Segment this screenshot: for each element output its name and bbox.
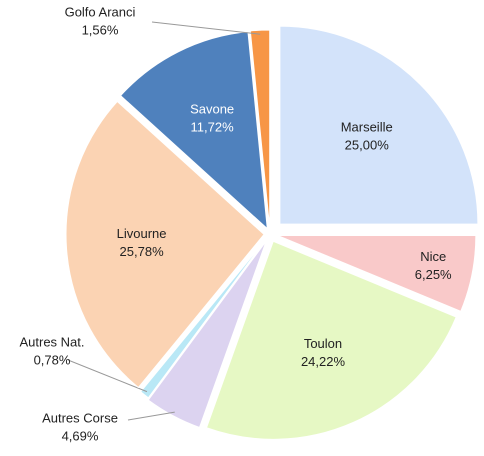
slice-label: Autres Nat. bbox=[19, 334, 84, 349]
slice-label: Livourne bbox=[117, 226, 167, 241]
leader-line bbox=[67, 359, 148, 393]
slice-value-label: 0,78% bbox=[34, 352, 71, 367]
slice-label: Autres Corse bbox=[42, 410, 118, 425]
pie-slice bbox=[147, 240, 267, 429]
slice-label: Savone bbox=[190, 101, 234, 116]
slice-value-label: 24,22% bbox=[301, 354, 346, 369]
slice-label: Golfo Aranci bbox=[65, 4, 136, 19]
slice-value-label: 1,56% bbox=[82, 22, 119, 37]
leader-line bbox=[151, 21, 261, 35]
slice-label: Toulon bbox=[304, 336, 342, 351]
slice-value-label: 6,25% bbox=[415, 267, 452, 282]
slice-value-label: 11,72% bbox=[191, 119, 235, 134]
leader-line bbox=[127, 411, 175, 421]
pie-slice bbox=[119, 31, 268, 230]
slice-value-label: 4,69% bbox=[62, 428, 99, 443]
slice-value-label: 25,00% bbox=[345, 138, 390, 153]
slice-label: Nice bbox=[420, 249, 446, 264]
slice-value-label: 25,78% bbox=[120, 244, 165, 259]
pie-slice bbox=[249, 29, 271, 229]
slice-label: Marseille bbox=[341, 120, 393, 135]
pie-slice bbox=[277, 235, 477, 312]
pie-slice bbox=[205, 240, 457, 440]
pie-slice bbox=[279, 25, 479, 225]
pie-slice bbox=[139, 238, 267, 399]
pie-slice bbox=[65, 100, 265, 389]
